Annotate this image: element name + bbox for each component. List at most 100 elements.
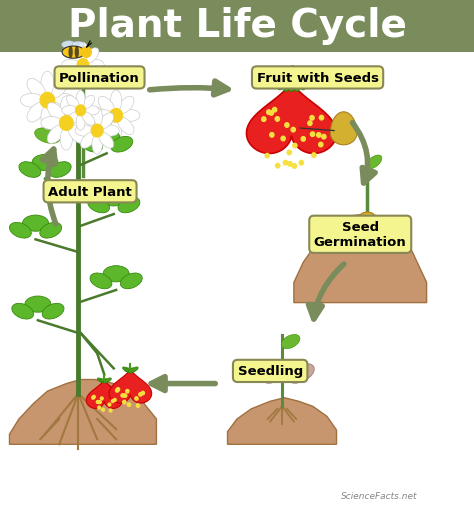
Circle shape <box>60 117 73 131</box>
Polygon shape <box>9 380 156 444</box>
Ellipse shape <box>27 103 46 123</box>
Circle shape <box>96 401 99 403</box>
Ellipse shape <box>120 110 140 122</box>
Polygon shape <box>294 215 427 303</box>
Ellipse shape <box>62 60 80 71</box>
Ellipse shape <box>110 120 122 141</box>
Ellipse shape <box>67 67 82 83</box>
Ellipse shape <box>49 162 71 178</box>
FancyBboxPatch shape <box>0 0 474 53</box>
Circle shape <box>139 393 142 396</box>
Ellipse shape <box>281 335 300 349</box>
Ellipse shape <box>278 69 296 91</box>
Ellipse shape <box>86 60 104 71</box>
Circle shape <box>92 395 95 398</box>
Circle shape <box>293 144 297 148</box>
Ellipse shape <box>27 79 46 99</box>
Ellipse shape <box>75 126 93 137</box>
Ellipse shape <box>19 162 41 178</box>
Circle shape <box>269 112 273 116</box>
Circle shape <box>117 388 119 391</box>
Ellipse shape <box>288 364 314 383</box>
Circle shape <box>267 111 271 115</box>
Circle shape <box>275 164 280 169</box>
Ellipse shape <box>67 48 82 64</box>
Circle shape <box>135 397 138 400</box>
Circle shape <box>319 116 324 121</box>
Ellipse shape <box>84 67 99 83</box>
Circle shape <box>319 143 323 147</box>
Ellipse shape <box>122 367 132 373</box>
Circle shape <box>141 391 145 395</box>
Circle shape <box>113 399 116 401</box>
Circle shape <box>75 106 86 117</box>
Ellipse shape <box>60 128 73 151</box>
Ellipse shape <box>92 110 112 122</box>
Ellipse shape <box>94 130 119 146</box>
Ellipse shape <box>47 104 64 122</box>
Ellipse shape <box>35 129 60 144</box>
Circle shape <box>273 108 277 113</box>
Ellipse shape <box>92 108 102 127</box>
Circle shape <box>124 394 127 397</box>
Circle shape <box>81 47 91 59</box>
Ellipse shape <box>81 114 96 130</box>
Circle shape <box>310 133 315 137</box>
Circle shape <box>92 396 94 399</box>
Circle shape <box>123 400 126 404</box>
Text: ScienceFacts.net: ScienceFacts.net <box>341 491 418 500</box>
Ellipse shape <box>66 113 79 126</box>
Ellipse shape <box>101 126 119 137</box>
Text: Seedling: Seedling <box>237 365 303 378</box>
Ellipse shape <box>41 72 54 96</box>
Ellipse shape <box>90 273 112 289</box>
Ellipse shape <box>81 133 96 149</box>
Ellipse shape <box>103 266 129 282</box>
Ellipse shape <box>120 273 142 289</box>
Circle shape <box>317 133 321 138</box>
Ellipse shape <box>62 47 85 59</box>
Ellipse shape <box>25 296 51 313</box>
Ellipse shape <box>99 133 114 149</box>
Ellipse shape <box>88 197 109 214</box>
Circle shape <box>98 407 100 409</box>
Ellipse shape <box>68 126 85 144</box>
Ellipse shape <box>81 137 102 153</box>
Ellipse shape <box>118 97 134 114</box>
Ellipse shape <box>118 197 140 214</box>
Ellipse shape <box>49 103 68 123</box>
Circle shape <box>262 118 266 122</box>
Ellipse shape <box>52 94 74 108</box>
Circle shape <box>288 162 292 167</box>
Ellipse shape <box>49 79 68 99</box>
Ellipse shape <box>47 126 64 144</box>
Circle shape <box>287 151 292 156</box>
Circle shape <box>109 410 112 412</box>
Ellipse shape <box>82 96 95 110</box>
Ellipse shape <box>76 91 85 108</box>
Ellipse shape <box>128 367 138 373</box>
Circle shape <box>116 389 118 392</box>
Ellipse shape <box>76 114 85 131</box>
Ellipse shape <box>72 42 84 48</box>
Ellipse shape <box>42 304 64 320</box>
Ellipse shape <box>12 304 34 320</box>
Polygon shape <box>228 398 337 444</box>
Ellipse shape <box>78 43 88 62</box>
Circle shape <box>110 110 122 123</box>
Ellipse shape <box>41 106 54 130</box>
Circle shape <box>275 118 280 122</box>
Circle shape <box>121 394 124 397</box>
Circle shape <box>99 401 101 403</box>
Ellipse shape <box>250 364 276 383</box>
Ellipse shape <box>62 107 78 116</box>
Ellipse shape <box>75 47 79 59</box>
Polygon shape <box>109 368 152 403</box>
Ellipse shape <box>110 91 122 112</box>
Ellipse shape <box>82 113 95 126</box>
Circle shape <box>301 137 305 142</box>
Ellipse shape <box>111 137 133 153</box>
Ellipse shape <box>71 117 92 130</box>
Ellipse shape <box>98 118 114 135</box>
Ellipse shape <box>100 190 127 207</box>
